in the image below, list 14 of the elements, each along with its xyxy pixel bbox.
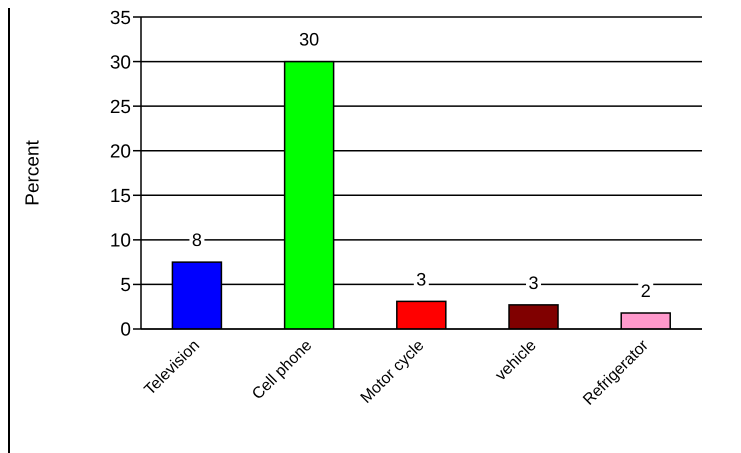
y-tick-label: 15: [110, 186, 131, 208]
y-tick-label: 0: [120, 320, 131, 341]
y-tick-label: 20: [110, 141, 131, 162]
data-label: 3: [528, 272, 539, 293]
y-tick-label: 25: [110, 96, 131, 118]
data-label: 30: [299, 30, 320, 50]
y-tick-label: 5: [120, 275, 131, 296]
y-tick-label: 30: [110, 52, 131, 74]
data-label: 2: [640, 280, 651, 301]
y-axis-title: Percent: [22, 140, 44, 206]
y-tick-label: 10: [110, 230, 131, 252]
y-tick-label: 35: [110, 8, 131, 29]
data-label: 3: [416, 269, 426, 290]
data-label: 8: [192, 230, 202, 250]
